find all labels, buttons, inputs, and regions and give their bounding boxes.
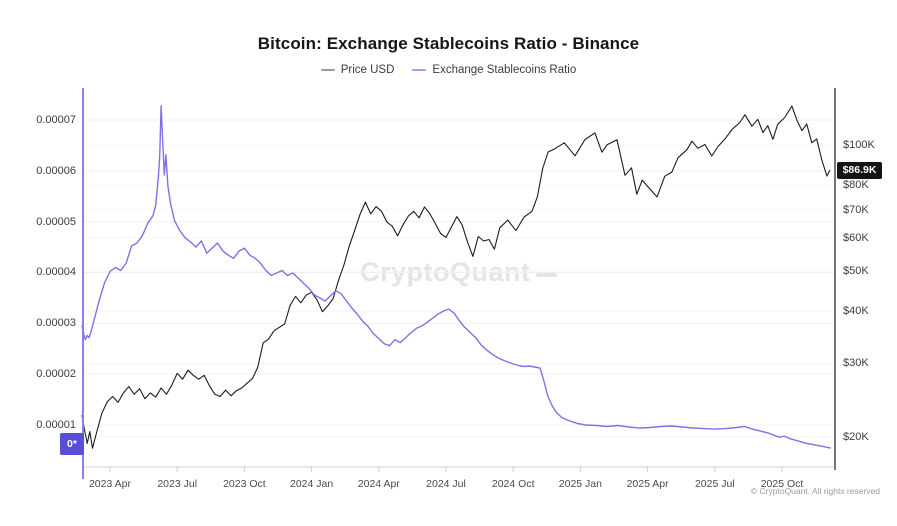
y-axis-right-label: $40K bbox=[843, 305, 869, 318]
y-axis-left-label: 0.00003 bbox=[36, 317, 76, 330]
x-axis-label: 2025 Apr bbox=[626, 478, 669, 490]
legend-item-label: Price USD bbox=[340, 64, 395, 76]
y-axis-right-label: $30K bbox=[843, 357, 869, 370]
ratio-value-badge-label: 0* bbox=[67, 437, 77, 450]
y-axis-left-label: 0.00002 bbox=[36, 368, 76, 381]
price-value-badge: $86.9K bbox=[837, 161, 882, 179]
y-axis-right-label: $60K bbox=[843, 231, 869, 244]
x-axis-label: 2024 Apr bbox=[357, 478, 400, 490]
x-axis-label: 2024 Jan bbox=[289, 478, 334, 490]
copyright-text: © CryptoQuant. All rights reserved bbox=[750, 486, 880, 496]
x-axis-label: 2025 Jul bbox=[694, 478, 735, 490]
y-axis-right-label: $70K bbox=[843, 203, 869, 216]
x-axis-label: 2023 Oct bbox=[223, 478, 266, 490]
x-axis-label: 2023 Jul bbox=[157, 478, 198, 490]
y-axis-left-label: 0.00006 bbox=[36, 164, 76, 177]
ratio-line bbox=[81, 105, 832, 449]
x-axis-label: 2024 Jul bbox=[426, 478, 466, 490]
y-axis-left-label: 0.00004 bbox=[36, 266, 76, 279]
y-axis-right-label: $80K bbox=[843, 179, 869, 192]
price-value-badge-label: $86.9K bbox=[842, 164, 877, 177]
x-axis-label: 2025 Oct bbox=[760, 478, 804, 490]
y-axis-left-label: 0.00005 bbox=[36, 215, 76, 228]
legend-item-stablecoins-ratio[interactable]: Exchange Stablecoins Ratio bbox=[412, 64, 576, 76]
x-axis-label: 2025 Jan bbox=[558, 478, 602, 490]
legend-dash-icon bbox=[412, 68, 427, 72]
y-axis-left-label: 0.00001 bbox=[36, 418, 76, 431]
legend: Price USD Exchange Stablecoins Ratio bbox=[0, 64, 897, 76]
legend-item-price-usd[interactable]: Price USD bbox=[320, 64, 395, 76]
y-axis-left-label: 0.00007 bbox=[36, 114, 76, 126]
y-axis-right-label: $100K bbox=[843, 139, 875, 151]
y-axis-right-label: $50K bbox=[843, 264, 869, 277]
watermark-dash-icon bbox=[535, 272, 557, 277]
legend-dash-icon bbox=[320, 68, 335, 72]
ratio-value-badge: 0* bbox=[60, 432, 84, 455]
y-axis-right-label: $20K bbox=[843, 430, 869, 443]
chart-title: Bitcoin: Exchange Stablecoins Ratio - Bi… bbox=[257, 34, 640, 53]
x-axis-label: 2023 Apr bbox=[88, 478, 132, 490]
price-line bbox=[81, 105, 831, 449]
legend-item-label: Exchange Stablecoins Ratio bbox=[432, 64, 577, 76]
x-axis-label: 2024 Oct bbox=[491, 478, 535, 490]
